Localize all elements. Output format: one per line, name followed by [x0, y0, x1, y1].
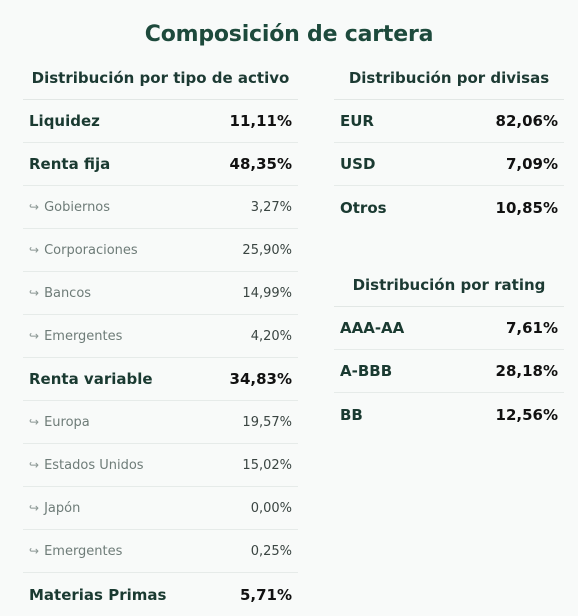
row-label: ↪ Europa	[29, 415, 90, 430]
row-label-text: Corporaciones	[44, 242, 138, 258]
row-value: 0,25%	[250, 543, 292, 559]
row-label: EUR	[340, 112, 374, 130]
row-label-text: Renta fija	[29, 155, 111, 173]
table-row: EUR 82,06%	[334, 100, 564, 143]
row-label-text: Materias Primas	[29, 585, 167, 604]
right-column: Distribución por divisas EUR 82,06% USD 7,0…	[334, 66, 564, 436]
rating-section: Distribución por rating AAA-AA 7,61% A-BBB…	[334, 273, 564, 436]
row-label: USD	[340, 155, 375, 173]
asset-type-heading: Distribución por tipo de activo	[23, 66, 298, 100]
table-row: A-BBB 28,18%	[334, 350, 564, 393]
currency-section: Distribución por divisas EUR 82,06% USD 7,0…	[334, 66, 564, 229]
table-row: AAA-AA 7,61%	[334, 307, 564, 350]
table-row: Renta variable 34,83%	[23, 358, 298, 401]
row-label-text: Emergentes	[44, 328, 123, 344]
rating-table: AAA-AA 7,61% A-BBB 28,18% BB 12,56%	[334, 307, 564, 436]
row-label-text: USD	[340, 155, 376, 173]
table-row: Liquidez 11,11%	[23, 100, 298, 143]
sub-arrow-icon: ↪	[29, 500, 40, 515]
row-label: Materias Primas	[29, 586, 166, 604]
row-value: 4,20%	[250, 328, 292, 344]
row-label-text: BB	[340, 405, 363, 424]
row-label-text: Renta variable	[29, 370, 153, 388]
sub-row: ↪ Corporaciones 25,90%	[23, 229, 298, 272]
row-label-text: EUR	[340, 112, 374, 130]
row-label-text: A-BBB	[340, 362, 393, 380]
row-label-text: AAA-AA	[340, 319, 405, 337]
table-row: Renta fija 48,35%	[23, 143, 298, 186]
row-label-text: Otros	[340, 198, 387, 217]
row-label: ↪ Corporaciones	[29, 243, 138, 258]
row-label: Renta variable	[29, 370, 153, 388]
row-value: 82,06%	[495, 112, 558, 130]
sub-arrow-icon: ↪	[29, 543, 40, 558]
table-row: Materias Primas 5,71%	[23, 573, 298, 616]
page-title: Composición de cartera	[144, 22, 434, 47]
row-label: ↪ Gobiernos	[29, 200, 110, 215]
row-label: AAA-AA	[340, 319, 404, 337]
row-label-text: Bancos	[44, 285, 92, 301]
sub-row: ↪ Japón 0,00%	[23, 487, 298, 530]
row-label-text: Emergentes	[44, 543, 123, 559]
row-value: 19,57%	[242, 414, 292, 430]
row-value: 15,02%	[242, 457, 292, 473]
sub-row: ↪ Emergentes 4,20%	[23, 315, 298, 358]
row-label-text: Estados Unidos	[44, 457, 144, 473]
rating-heading: Distribución por rating	[334, 273, 564, 307]
row-value: 48,35%	[229, 155, 292, 173]
row-value: 28,18%	[495, 362, 558, 380]
row-value: 3,27%	[250, 199, 292, 215]
row-value: 11,11%	[229, 112, 292, 130]
asset-type-section: Distribución por tipo de activo Liquidez…	[23, 66, 298, 616]
table-row: USD 7,09%	[334, 143, 564, 186]
table-row: Otros 10,85%	[334, 186, 564, 229]
sub-arrow-icon: ↪	[29, 199, 40, 214]
row-value: 12,56%	[495, 405, 558, 424]
row-value: 25,90%	[242, 242, 292, 258]
currency-table: EUR 82,06% USD 7,09% Otros 10,85%	[334, 100, 564, 229]
row-value: 7,61%	[505, 319, 558, 337]
sub-row: ↪ Bancos 14,99%	[23, 272, 298, 315]
row-label: Liquidez	[29, 112, 100, 130]
row-label-text: Japón	[44, 500, 81, 516]
row-label: ↪ Bancos	[29, 286, 91, 301]
sub-row: ↪ Estados Unidos 15,02%	[23, 444, 298, 487]
sub-arrow-icon: ↪	[29, 328, 40, 343]
sub-arrow-icon: ↪	[29, 414, 40, 429]
sub-row: ↪ Europa 19,57%	[23, 401, 298, 444]
currency-heading: Distribución por divisas	[334, 66, 564, 100]
sub-arrow-icon: ↪	[29, 457, 40, 472]
row-label-text: Liquidez	[29, 112, 100, 130]
asset-type-table: Liquidez 11,11% Renta fija 48,35% ↪ Gobiernos…	[23, 100, 298, 616]
row-label-text: Europa	[44, 414, 90, 430]
row-label: BB	[340, 406, 363, 424]
row-value: 0,00%	[250, 500, 292, 516]
row-value: 5,71%	[239, 585, 292, 604]
sub-row: ↪ Gobiernos 3,27%	[23, 186, 298, 229]
row-value: 7,09%	[505, 155, 558, 173]
sub-row: ↪ Emergentes 0,25%	[23, 530, 298, 573]
sub-arrow-icon: ↪	[29, 242, 40, 257]
row-label: ↪ Emergentes	[29, 544, 122, 559]
row-label: Otros	[340, 199, 387, 217]
row-label: ↪ Japón	[29, 501, 80, 516]
row-value: 10,85%	[495, 198, 558, 217]
row-label: Renta fija	[29, 155, 110, 173]
row-label: ↪ Estados Unidos	[29, 458, 144, 473]
row-value: 14,99%	[242, 285, 292, 301]
row-label: A-BBB	[340, 362, 392, 380]
row-label-text: Gobiernos	[44, 199, 111, 215]
row-label: ↪ Emergentes	[29, 329, 122, 344]
sub-arrow-icon: ↪	[29, 285, 40, 300]
table-row: BB 12,56%	[334, 393, 564, 436]
row-value: 34,83%	[229, 370, 292, 388]
